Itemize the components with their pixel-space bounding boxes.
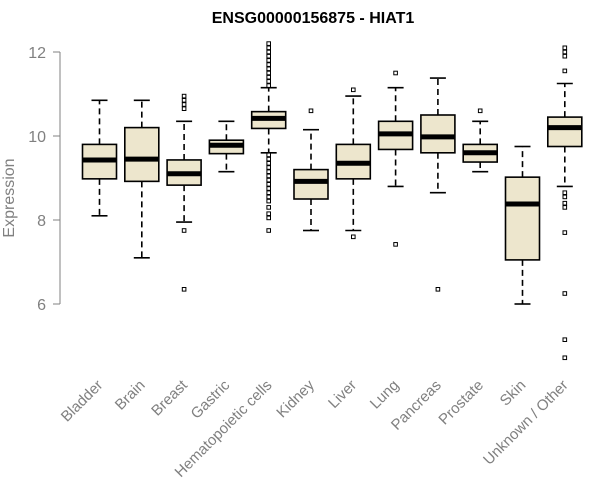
- outlier-point: [266, 74, 271, 80]
- outlier-point: [266, 165, 271, 170]
- outlier-point: [266, 215, 271, 221]
- outlier-point: [308, 108, 314, 114]
- outlier-point: [266, 58, 271, 63]
- outlier-point: [266, 177, 271, 183]
- outlier-point: [266, 198, 271, 204]
- outlier-point: [351, 87, 356, 93]
- outlier-point: [266, 70, 271, 76]
- box-group: [462, 108, 499, 173]
- outlier-point: [562, 49, 568, 55]
- outlier-point: [266, 62, 271, 67]
- outlier-point: [562, 337, 568, 342]
- outlier-point: [351, 234, 356, 240]
- outlier-point: [562, 230, 568, 235]
- outlier-point: [266, 49, 271, 55]
- outlier-point: [266, 161, 271, 166]
- outlier-point: [393, 70, 398, 76]
- outlier-point: [562, 205, 568, 210]
- box-groups: [81, 41, 583, 361]
- box-group: [81, 99, 118, 217]
- outlier-point: [181, 228, 187, 233]
- y-tick-label: 10: [28, 129, 46, 146]
- outlier-point: [266, 152, 271, 158]
- y-axis-label: Expression: [1, 158, 18, 237]
- outlier-point: [266, 186, 271, 191]
- outlier-point: [477, 108, 483, 114]
- outlier-point: [562, 200, 568, 206]
- outlier-point: [181, 106, 187, 112]
- outlier-point: [266, 190, 271, 195]
- box-group: [293, 108, 329, 232]
- box-group: [335, 87, 372, 240]
- box-iqr: [293, 168, 329, 200]
- y-tick-label: 6: [37, 297, 46, 314]
- outlier-point: [266, 79, 271, 84]
- outlier-point: [266, 41, 271, 46]
- outlier-point: [562, 291, 568, 296]
- outlier-point: [435, 287, 441, 292]
- outlier-point: [562, 190, 568, 195]
- x-tick-label: Skin: [497, 377, 530, 410]
- box-iqr: [546, 116, 583, 148]
- outlier-point: [181, 287, 187, 292]
- x-tick-label: Bladder: [58, 377, 107, 426]
- outlier-point: [562, 355, 568, 361]
- outlier-point: [266, 194, 271, 200]
- box-group: [208, 120, 245, 173]
- x-tick-label: Kidney: [273, 376, 318, 421]
- outlier-point: [266, 66, 271, 72]
- outlier-point: [562, 53, 568, 59]
- x-tick-label: Liver: [325, 377, 360, 412]
- outlier-point: [266, 169, 271, 174]
- outlier-point: [266, 205, 271, 210]
- outlier-point: [266, 45, 271, 51]
- box-group: [420, 77, 456, 292]
- y-tick-label: 12: [28, 45, 46, 62]
- outlier-point: [562, 45, 568, 51]
- box-group: [504, 145, 541, 305]
- y-tick-label: 8: [37, 213, 46, 230]
- box-group: [377, 70, 414, 247]
- chart-title: ENSG00000156875 - HIAT1: [212, 10, 415, 27]
- box-group: [546, 45, 583, 361]
- outlier-point: [393, 242, 398, 247]
- y-axis-ticks: 6 8 10 12: [28, 45, 60, 314]
- outlier-point: [266, 182, 271, 187]
- box-group: [124, 99, 160, 259]
- box-iqr: [124, 126, 160, 183]
- outlier-point: [266, 156, 271, 162]
- x-tick-label: Brain: [112, 377, 149, 414]
- outlier-point: [266, 173, 271, 179]
- box-iqr: [504, 176, 541, 261]
- outlier-point: [266, 211, 271, 216]
- outlier-point: [181, 102, 187, 107]
- box-group: [250, 41, 287, 233]
- x-tick-label: Breast: [148, 376, 191, 419]
- outlier-point: [266, 83, 271, 88]
- outlier-point: [562, 194, 568, 200]
- x-tick-label: Prostate: [435, 377, 487, 429]
- outlier-point: [181, 93, 187, 99]
- outlier-point: [181, 98, 187, 103]
- box-iqr: [420, 114, 456, 154]
- outlier-point: [266, 228, 271, 233]
- outlier-point: [562, 68, 568, 74]
- x-tick-label: Lung: [367, 377, 403, 413]
- outlier-point: [266, 53, 271, 59]
- box-group: [166, 93, 202, 292]
